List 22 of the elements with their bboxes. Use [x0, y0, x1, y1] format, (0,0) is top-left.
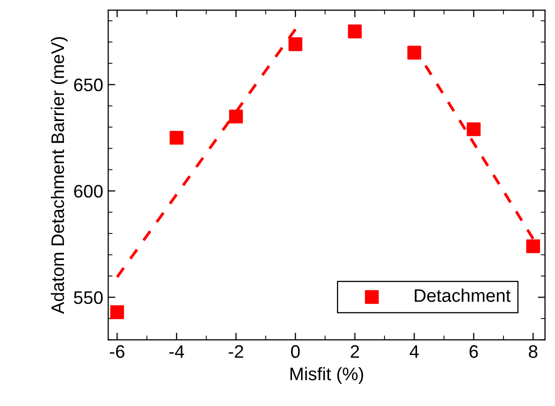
x-axis-title: Misfit (%)	[290, 367, 364, 384]
y-axis-title: Adatom Detachment Barrier (meV)	[50, 37, 68, 314]
x-tick-label: 8	[528, 345, 538, 358]
x-tick-label: -6	[110, 345, 124, 358]
legend-label: Detachment	[414, 288, 511, 302]
point	[466, 122, 481, 136]
y-tick-label: 650	[74, 78, 103, 92]
point	[170, 130, 184, 145]
point	[526, 239, 540, 254]
x-tick-label: 4	[410, 345, 419, 358]
point	[288, 37, 302, 52]
x-tick-label: -4	[169, 345, 184, 358]
point	[407, 46, 422, 60]
y-tick-label: 600	[74, 184, 103, 198]
point	[348, 24, 362, 38]
x-tick-label: 0	[291, 345, 300, 358]
x-tick-label: 6	[470, 345, 478, 358]
y-tick-label: 550	[74, 291, 103, 304]
x-tick-label: -2	[228, 345, 244, 358]
point	[110, 305, 124, 320]
x-tick-label: 2	[350, 345, 359, 358]
point	[229, 110, 243, 124]
